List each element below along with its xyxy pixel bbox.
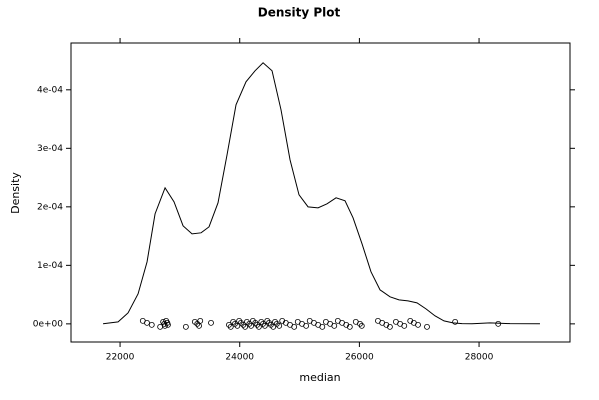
rug-point	[248, 322, 254, 329]
rug-point	[358, 322, 365, 329]
y-tick-label: 0e+00	[33, 319, 64, 329]
rug-point	[264, 317, 271, 324]
rug-point	[357, 320, 363, 327]
rug-point	[272, 318, 278, 325]
rug-point	[387, 323, 393, 330]
rug-point	[346, 323, 353, 330]
rug-point	[252, 319, 259, 326]
rug-point	[266, 319, 272, 326]
rug-point	[182, 323, 189, 330]
rug-point	[148, 321, 155, 328]
rug-point	[208, 319, 214, 326]
y-axis-label: Density	[9, 172, 22, 214]
rug-point	[194, 320, 201, 327]
rug-point	[452, 318, 459, 325]
rug-point	[258, 318, 265, 325]
panel-border	[70, 42, 571, 343]
rug-point	[197, 317, 204, 324]
rug-point	[246, 320, 253, 327]
rug-point	[230, 318, 237, 325]
y-tick-label: 4e-04	[37, 85, 63, 95]
rug-point	[254, 321, 260, 328]
rug-point	[401, 322, 408, 329]
rug-point	[331, 322, 338, 329]
density-line	[103, 62, 540, 325]
rug-point	[255, 323, 262, 330]
y-tick-label: 1e-04	[37, 261, 63, 271]
rug-point	[144, 319, 150, 326]
x-tick-label: 24000	[225, 353, 254, 363]
chart-title: Density Plot	[258, 6, 341, 20]
rug-point	[270, 323, 277, 330]
rug-point	[424, 323, 430, 330]
x-tick-label: 26000	[345, 353, 374, 363]
rug-point	[261, 322, 268, 329]
y-tick-label: 3e-04	[37, 144, 63, 154]
rug-point	[303, 322, 310, 329]
rug-point	[227, 323, 234, 330]
rug-point	[240, 321, 247, 328]
x-tick-label: 22000	[106, 353, 135, 363]
x-axis-label: median	[299, 371, 340, 384]
rug-point	[234, 322, 241, 329]
rug-point	[415, 321, 421, 328]
rug-point	[260, 320, 266, 327]
y-tick-label: 2e-04	[37, 202, 63, 212]
rug-point	[291, 323, 298, 330]
x-tick-label: 28000	[465, 353, 494, 363]
rug-point	[319, 323, 326, 330]
rug-point	[495, 320, 502, 327]
rug-point	[242, 323, 249, 330]
rug-point	[165, 321, 171, 328]
rug-point	[226, 321, 232, 328]
rug-point	[276, 322, 283, 329]
rug-point	[236, 317, 243, 324]
